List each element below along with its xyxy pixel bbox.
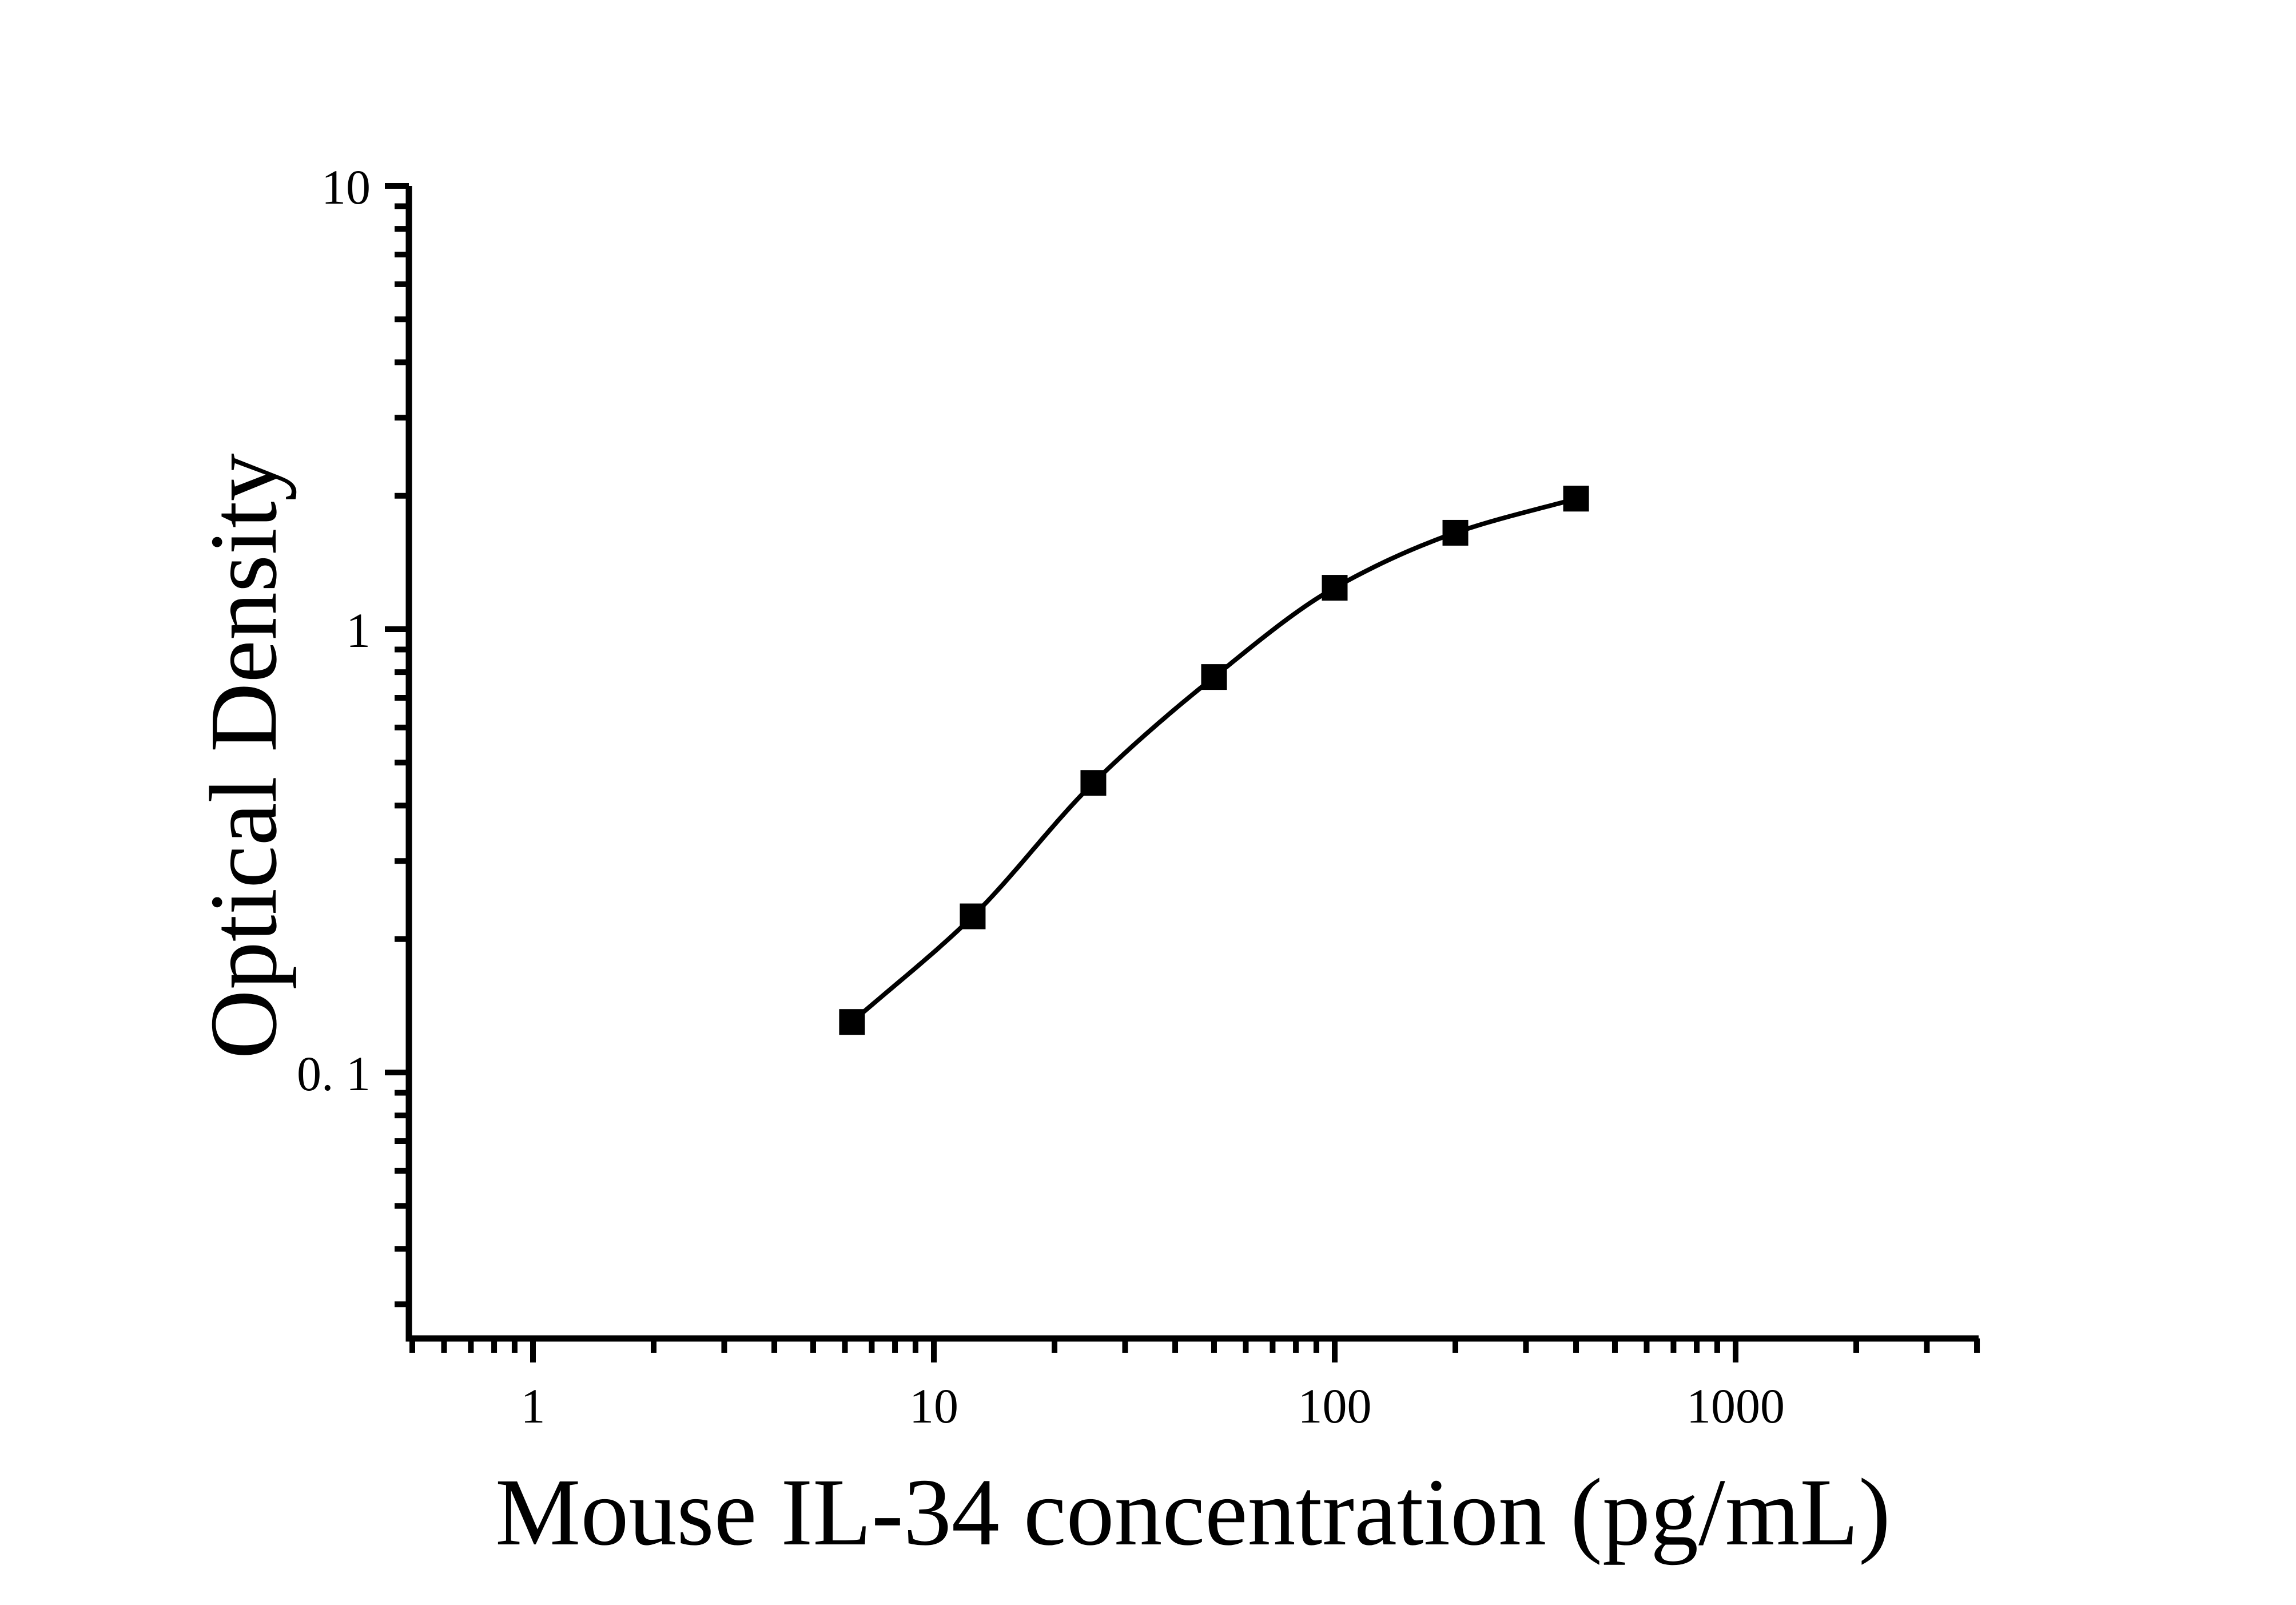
data-point-marker bbox=[1563, 486, 1589, 512]
data-point-marker bbox=[960, 903, 986, 929]
axis-lines bbox=[405, 186, 1979, 1342]
data-series bbox=[839, 486, 1589, 1035]
tick-labels: 1 10 100 1000 10 1 0. 1 bbox=[297, 160, 1785, 1433]
x-tick-label: 10 bbox=[909, 1378, 958, 1433]
data-point-marker bbox=[1322, 575, 1348, 601]
x-tick-label: 1000 bbox=[1686, 1378, 1785, 1433]
x-tick-label: 1 bbox=[521, 1378, 546, 1433]
data-point-marker bbox=[1201, 664, 1227, 690]
data-point-marker bbox=[839, 1009, 865, 1035]
axes bbox=[405, 186, 1979, 1342]
x-axis-title: Mouse IL-34 concentration (pg/mL) bbox=[495, 1459, 1891, 1566]
y-axis-title: Optical Density bbox=[190, 453, 297, 1059]
y-tick-label: 0. 1 bbox=[297, 1046, 371, 1101]
y-tick-label: 10 bbox=[321, 160, 371, 214]
axis-ticks bbox=[385, 183, 1980, 1362]
standard-curve-line bbox=[850, 496, 1577, 1024]
y-tick-label: 1 bbox=[346, 603, 371, 658]
x-tick-label: 100 bbox=[1298, 1378, 1372, 1433]
data-point-marker bbox=[1442, 519, 1469, 546]
data-point-marker bbox=[1080, 770, 1107, 796]
